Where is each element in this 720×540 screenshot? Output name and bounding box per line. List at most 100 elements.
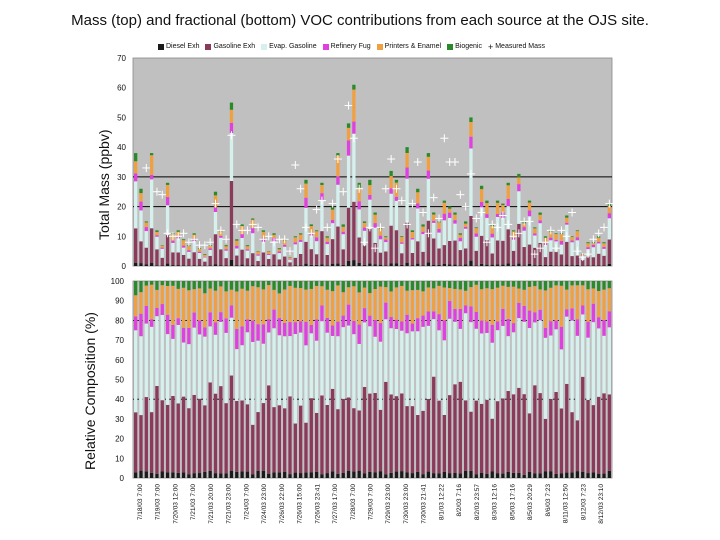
bottom-bar-segment [469,470,473,478]
top-bar-segment [235,239,239,241]
bottom-bar-segment [149,319,154,327]
bottom-bar-segment [208,382,212,471]
bottom-bar-segment [405,406,409,473]
bottom-bar-segment [341,281,345,293]
top-bar-segment [149,153,154,156]
bottom-bar-segment [474,311,478,329]
bottom-bar-segment [517,472,521,478]
bottom-bar-segment [224,332,228,404]
top-bar-segment [134,262,138,266]
bottom-bar-segment [501,308,505,326]
top-bar-segment [272,254,276,266]
top-bar-segment [155,265,159,266]
bottom-bar-segment [426,398,431,472]
top-bar-segment [575,230,580,232]
bottom-bar-segment [549,321,553,336]
top-bar-segment [565,217,569,223]
bottom-bar-segment [299,332,303,406]
top-bar-segment [320,193,324,200]
top-bar-segment [368,185,372,195]
top-bar-segment [554,251,558,266]
top-bar-segment [176,265,180,266]
top-bar-segment [378,239,383,253]
top-bar-segment [400,253,404,265]
top-bar-segment [469,215,473,261]
top-bar-segment [251,218,255,220]
bottom-bar-segment [149,284,154,320]
bottom-bar-segment [165,281,170,286]
top-bar-segment [517,177,521,185]
bottom-bar-segment [288,281,292,286]
bottom-bar-segment [543,290,548,328]
bottom-bar-segment [187,328,191,345]
bottom-bar-segment [245,471,250,478]
bottom-bar-segment [527,328,532,414]
bottom-bar-segment [479,472,484,478]
top-bar-segment [134,161,138,174]
bottom-bar-segment [176,281,180,289]
bottom-bar-segment [283,336,287,409]
top-bar-segment [245,249,250,251]
top-bar-segment [299,234,303,240]
top-bar-segment [453,214,457,221]
bottom-bar-segment [368,293,372,316]
legend-label: Measured Mass [495,43,546,50]
top-bar-segment [469,148,473,216]
bottom-bar-segment [581,471,585,478]
bottom-bar-segment [330,291,335,326]
top-bar-segment [192,265,196,266]
bottom-bar-segment [591,405,596,473]
top-bar-segment [240,237,244,250]
x-tick-label: 8/11/03 12:50 [563,484,570,524]
top-bar-segment [283,246,287,257]
bottom-bar-segment [597,281,601,291]
x-tick-label: 7/18/03 7:00 [137,484,144,521]
top-bar-segment [570,240,574,243]
top-bar-segment [245,246,250,250]
bottom-bar-segment [554,473,558,478]
bottom-bar-segment [219,312,223,322]
top-bar-segment [235,265,239,266]
top-bar-segment [144,231,148,248]
top-bar-segment [192,233,196,235]
bottom-bar-segment [235,281,239,292]
bottom-bar-segment [341,292,345,316]
bottom-bar-segment [400,393,404,472]
top-bar-segment [176,238,180,253]
top-bar-segment [314,237,319,242]
bottom-bar-segment [309,398,313,473]
bottom-bar-segment [559,473,564,478]
top-bar-segment [442,245,446,264]
bottom-bar-segment [538,309,542,321]
bottom-bar-segment [501,398,505,474]
top-bar-segment [426,220,431,263]
bottom-bar-segment [570,472,574,478]
bottom-bar-segment [149,472,154,478]
bottom-bar-segment [543,281,548,291]
x-tick-label: 8/2/03 23:57 [474,484,481,521]
bottom-bar-segment [522,321,526,395]
top-bar-segment [197,248,202,252]
x-tick-label: 7/21/03 20:00 [208,484,215,524]
top-bar-segment [235,240,239,246]
top-bar-segment [421,224,425,227]
bottom-bar-segment [607,288,611,312]
top-bar-segment [602,242,606,244]
top-bar-segment [160,265,164,266]
top-bar-segment [565,222,569,225]
top-bar-segment [549,264,553,266]
bottom-bar-segment [575,471,580,478]
top-bar-segment [171,242,175,253]
bottom-bar-segment [330,471,335,478]
bottom-bar-segment [304,281,308,290]
top-bar-segment [432,212,436,215]
bottom-bar-segment [549,471,553,478]
bottom-bar-segment [341,472,345,478]
bottom-bar-segment [139,336,143,416]
bottom-bar-segment [288,322,292,337]
top-bar-segment [213,211,218,235]
bottom-bar-segment [602,281,606,290]
bottom-bar-segment [559,408,564,474]
x-tick-label: 7/21/03 7:00 [190,484,197,521]
top-bar-segment [400,243,404,254]
